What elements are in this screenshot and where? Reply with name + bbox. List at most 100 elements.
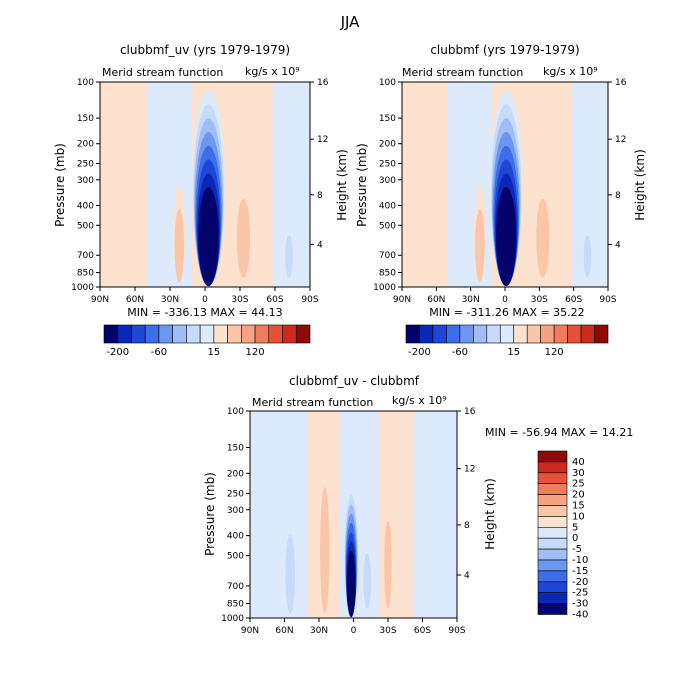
y-tick-label: 100 [77, 78, 94, 88]
x-tick-label: 60S [565, 295, 582, 305]
colorbar-swatch [537, 570, 568, 583]
colorbar-swatch [499, 324, 515, 344]
y-tick-label: 500 [77, 221, 94, 231]
x-tick-label: 30S [379, 626, 396, 636]
colorbar-swatch [537, 505, 568, 517]
colorbar-swatch [268, 324, 283, 344]
height-tick-label: 8 [464, 521, 470, 531]
panel-1-ylabel: Pressure (mb) [53, 143, 67, 227]
x-tick-label: 90N [393, 295, 411, 305]
y-tick-label: 300 [77, 176, 94, 186]
colorbar-label: -5 [572, 544, 582, 555]
height-tick-label: 12 [615, 135, 626, 145]
x-tick-label: 90S [301, 295, 318, 305]
panel-3-title: clubbmf_uv - clubbmf [289, 374, 420, 388]
colorbar-label: 120 [246, 347, 265, 358]
panel-1-title: clubbmf_uv (yrs 1979-1979) [120, 43, 290, 57]
x-tick-label: 30N [161, 295, 179, 305]
colorbar-swatch [254, 324, 270, 344]
colorbar-swatch [227, 324, 242, 344]
colorbar-swatch [580, 324, 595, 344]
field-weak-positive-band [378, 411, 414, 618]
x-tick-label: 30S [531, 295, 548, 305]
colorbar-swatch [446, 324, 461, 344]
colorbar-label: -30 [572, 599, 588, 610]
panel-1: clubbmf_uv (yrs 1979-1979) Merid stream … [53, 43, 349, 358]
colorbar-swatch [459, 324, 474, 344]
y-tick-label: 100 [379, 78, 396, 88]
colorbar-swatch [295, 324, 311, 344]
y-tick-label: 100 [227, 407, 244, 417]
colorbar-label: -200 [106, 347, 129, 358]
colorbar-swatch [144, 324, 160, 344]
colorbar-swatch [405, 324, 420, 344]
y-tick-label: 700 [227, 582, 244, 592]
colorbar-swatch [537, 592, 568, 604]
panel-1-stats: MIN = -336.13 MAX = 44.13 [127, 306, 282, 319]
colorbar-swatch [537, 537, 568, 550]
figure-title: JJA [340, 13, 361, 31]
panel-2-stats: MIN = -311.26 MAX = 35.22 [429, 306, 584, 319]
panel-1-axes: 90N 60N 30N 0 30S 60S 90S 100 150 200 250 300 400 500… [71, 78, 329, 305]
colorbar-swatch [486, 324, 501, 344]
y-tick-label: 700 [77, 251, 94, 261]
contour-level [285, 534, 295, 614]
y-tick-label: 150 [77, 114, 94, 124]
colorbar-label: 120 [545, 347, 564, 358]
colorbar-swatch [537, 548, 568, 561]
x-tick-label: 60N [427, 295, 445, 305]
panel-3-axes: 90N 60N 30N 0 30S 60S 90S 100 150 200 250 300 400 500… [221, 407, 476, 636]
panel-2-units: kg/s x 10⁹ [543, 65, 598, 78]
height-tick-label: 16 [615, 78, 627, 88]
colorbar-label: -20 [572, 577, 588, 588]
colorbar-swatch [282, 324, 297, 344]
panel-2-plot [402, 82, 608, 287]
height-tick-label: 12 [464, 465, 475, 475]
x-tick-label: 90N [91, 295, 109, 305]
height-tick-label: 16 [464, 407, 476, 417]
y-tick-label: 200 [227, 469, 244, 479]
y-tick-label: 400 [77, 201, 94, 211]
colorbar-swatch [513, 324, 528, 344]
contour-level [285, 235, 293, 278]
y-tick-label: 150 [379, 114, 396, 124]
height-tick-label: 4 [317, 240, 323, 250]
contour-level [536, 198, 550, 278]
colorbar-swatch [567, 324, 582, 344]
contour-level [384, 521, 392, 609]
colorbar-swatch [537, 483, 568, 495]
x-tick-label: 90N [241, 626, 259, 636]
colorbar-label: -25 [572, 588, 588, 599]
panel-1-right-label: Height (km) [335, 149, 349, 220]
panel-1-colorbar: -200 -60 15 120 [103, 324, 311, 358]
y-tick-label: 1000 [221, 614, 244, 624]
panel-1-subtitle: Merid stream function [102, 66, 223, 79]
contour-level [236, 198, 251, 278]
x-tick-label: 0 [502, 295, 508, 305]
colorbar-swatch [537, 461, 568, 474]
y-tick-label: 200 [379, 140, 396, 150]
colorbar-label: 10 [572, 511, 585, 522]
colorbar-swatch [419, 324, 434, 344]
x-tick-label: 60S [266, 295, 283, 305]
panel-3-right-label: Height (km) [483, 478, 497, 549]
colorbar-label: 5 [572, 522, 578, 533]
panel-2-subtitle: Merid stream function [402, 66, 523, 79]
panel-2-ylabel: Pressure (mb) [355, 143, 369, 227]
colorbar-swatch [213, 324, 228, 344]
panel-3-plot [250, 411, 457, 618]
colorbar-label: 25 [572, 479, 585, 490]
colorbar-swatch [537, 494, 568, 506]
panel-2-title: clubbmf (yrs 1979-1979) [430, 43, 579, 57]
panel-3-subtitle: Merid stream function [252, 396, 373, 409]
colorbar-swatch [594, 324, 609, 344]
x-tick-label: 60N [126, 295, 144, 305]
colorbar-label: -60 [452, 347, 468, 358]
colorbar-label: -200 [408, 347, 431, 358]
colorbar-swatch [537, 472, 568, 484]
colorbar-swatch [172, 324, 187, 344]
contour-level [496, 187, 517, 287]
y-tick-label: 200 [77, 140, 94, 150]
